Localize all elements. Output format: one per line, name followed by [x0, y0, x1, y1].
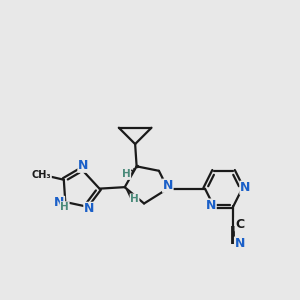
Text: H: H [130, 194, 139, 204]
Text: N: N [84, 202, 94, 215]
Text: H: H [60, 202, 69, 212]
Text: H: H [122, 169, 130, 179]
Text: N: N [54, 196, 64, 209]
Text: N: N [240, 181, 250, 194]
Polygon shape [125, 187, 136, 202]
Text: N: N [78, 159, 88, 172]
Text: N: N [235, 237, 245, 250]
Text: C: C [235, 218, 244, 231]
Text: N: N [206, 199, 216, 212]
Text: CH₃: CH₃ [32, 170, 51, 180]
Text: N: N [163, 179, 173, 192]
